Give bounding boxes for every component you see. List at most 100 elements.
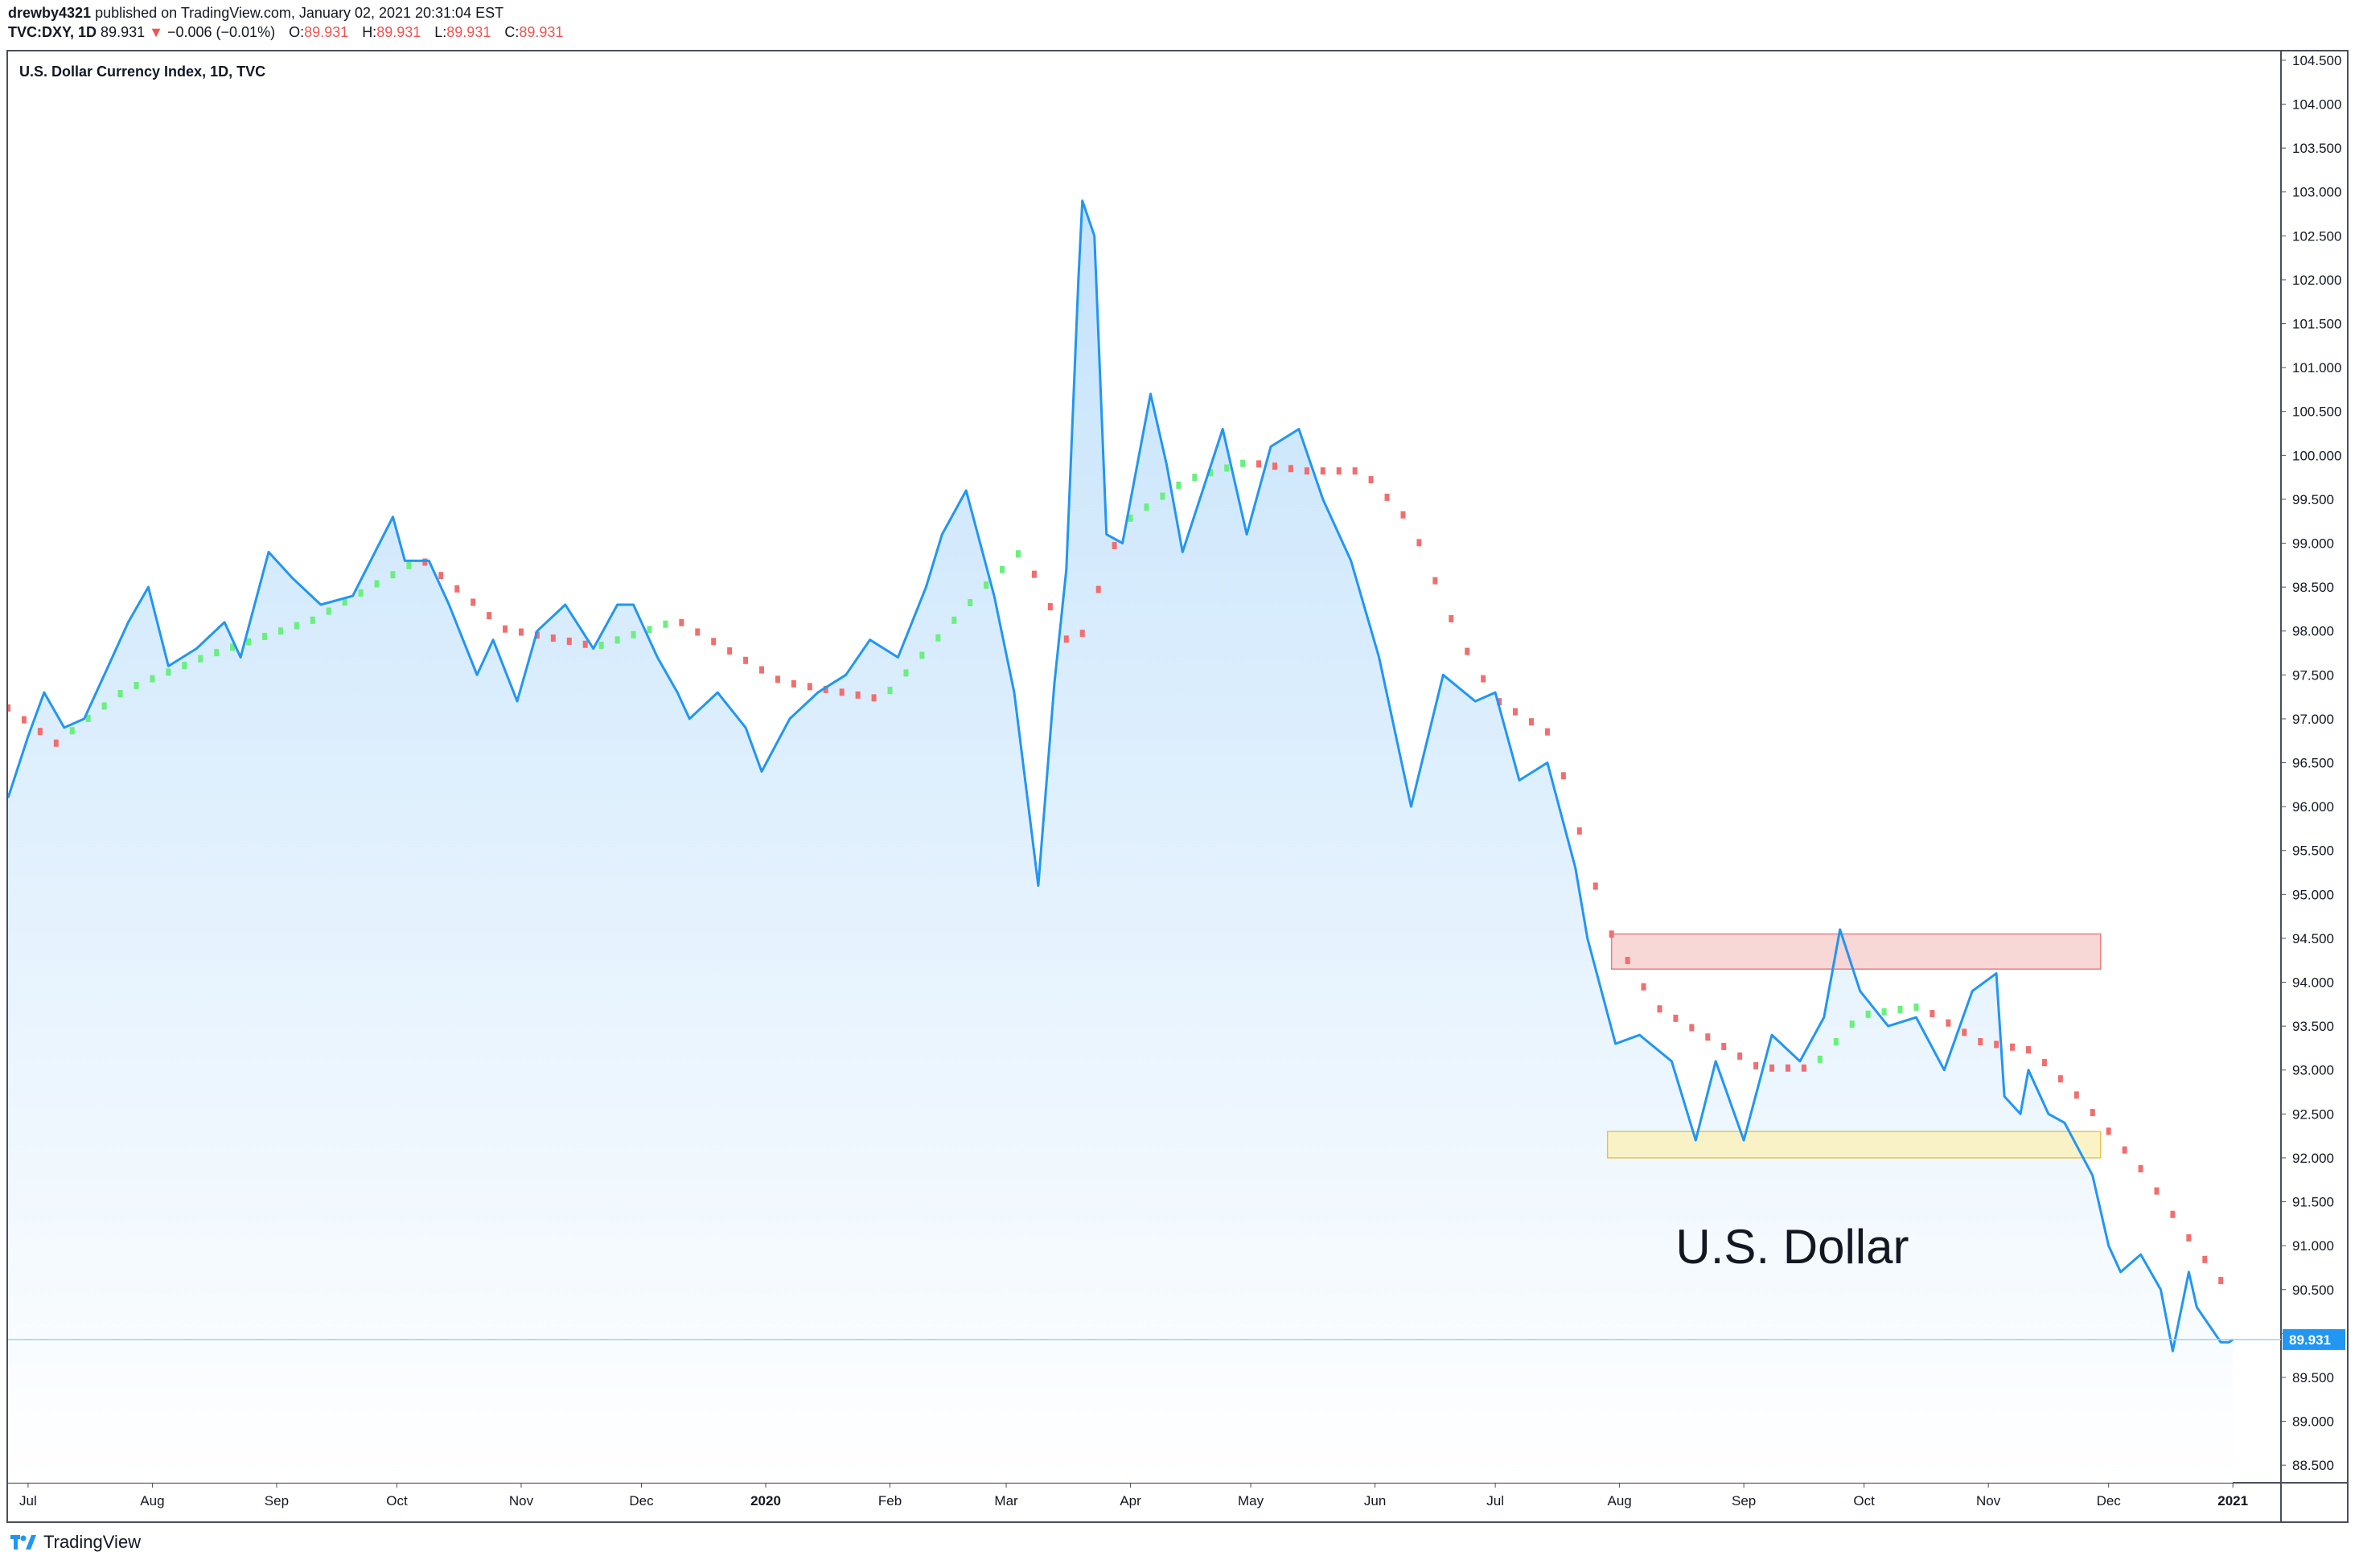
x-tick-label: Oct: [1853, 1493, 1875, 1508]
ma-marker: [1240, 459, 1246, 467]
ma-marker: [69, 727, 75, 735]
author-name[interactable]: drewby4321: [8, 5, 92, 21]
ma-marker: [1063, 635, 1069, 643]
chart-canvas[interactable]: 88.50089.00089.50090.00090.50091.00091.5…: [8, 51, 2347, 1521]
last-price-label: 89.931: [2289, 1332, 2331, 1348]
ma-marker: [310, 616, 315, 624]
y-tick-label: 91.000: [2292, 1238, 2334, 1254]
ma-marker: [342, 598, 347, 606]
chart-title: U.S. Dollar Currency Index, 1D, TVC: [19, 64, 266, 80]
low-label: L:: [434, 24, 447, 40]
ma-marker: [261, 632, 267, 640]
y-tick-label: 96.000: [2292, 799, 2334, 815]
price-area-fill: [8, 200, 2234, 1484]
ma-marker: [406, 561, 412, 569]
ma-marker: [1288, 465, 1293, 473]
x-tick-label: Feb: [878, 1493, 902, 1508]
ma-marker: [503, 625, 508, 633]
ma-marker: [1801, 1064, 1806, 1072]
ma-marker: [2218, 1277, 2224, 1285]
ma-marker: [968, 598, 973, 606]
y-tick-label: 99.000: [2292, 536, 2334, 552]
ma-marker: [134, 681, 139, 689]
ma-marker: [903, 669, 909, 677]
ma-marker: [1962, 1028, 1967, 1036]
change-arrow-icon: ▼: [149, 24, 163, 40]
last-value: 89.931: [101, 24, 146, 40]
ma-marker: [2122, 1146, 2127, 1154]
ma-marker: [984, 581, 989, 589]
x-tick-label: Jul: [19, 1493, 37, 1508]
ma-marker: [1769, 1064, 1775, 1072]
ma-marker: [390, 571, 396, 579]
ma-marker: [1849, 1020, 1855, 1028]
ma-marker: [2041, 1059, 2047, 1067]
ma-marker: [1576, 827, 1582, 835]
ma-marker: [582, 640, 588, 648]
ma-marker: [471, 598, 476, 606]
ma-marker: [1481, 675, 1486, 683]
ma-marker: [1544, 728, 1550, 736]
price-line: [8, 199, 2234, 1353]
ma-marker: [2202, 1255, 2208, 1263]
ma-marker: [1465, 647, 1470, 655]
ma-marker: [855, 691, 861, 699]
ma-marker: [1897, 1005, 1903, 1013]
ma-marker: [2138, 1164, 2143, 1172]
ma-marker: [919, 651, 925, 659]
ma-marker: [1657, 1005, 1662, 1013]
change-value: −0.006 (−0.01%): [166, 24, 276, 40]
ma-marker: [1208, 469, 1214, 477]
chart-panel[interactable]: 88.50089.00089.50090.00090.50091.00091.5…: [6, 50, 2349, 1523]
ma-marker: [1368, 476, 1374, 484]
x-tick-label: Dec: [629, 1493, 654, 1508]
y-tick-label: 90.500: [2292, 1283, 2334, 1298]
ma-marker: [1352, 467, 1358, 475]
ma-marker: [550, 634, 556, 642]
y-tick-label: 95.000: [2292, 887, 2334, 902]
ma-marker: [1689, 1024, 1695, 1032]
resistance-zone: [1610, 933, 2102, 970]
ma-marker: [839, 688, 845, 696]
y-tick-label: 91.500: [2292, 1195, 2334, 1210]
x-tick-label: Jul: [1486, 1493, 1504, 1508]
support-zone: [1606, 1131, 2102, 1159]
ma-marker: [326, 607, 331, 615]
ma-marker: [2057, 1075, 2063, 1083]
ma-marker: [1737, 1052, 1743, 1060]
ma-marker: [2010, 1043, 2016, 1051]
ma-marker: [2154, 1187, 2160, 1195]
ma-marker: [2073, 1091, 2079, 1099]
close-label: C:: [504, 24, 520, 40]
y-tick-label: 98.000: [2292, 624, 2334, 639]
y-tick-label: 89.000: [2292, 1414, 2334, 1430]
high-value: 89.931: [376, 24, 421, 40]
ma-marker: [101, 702, 107, 710]
y-tick-label: 104.500: [2292, 53, 2341, 68]
y-tick-label: 92.500: [2292, 1106, 2334, 1122]
ma-marker: [1560, 772, 1566, 780]
y-tick-label: 100.500: [2292, 404, 2341, 420]
open-value: 89.931: [304, 24, 349, 40]
ma-marker: [1031, 570, 1037, 578]
x-tick-label: Mar: [994, 1493, 1018, 1508]
ma-marker: [2170, 1210, 2176, 1218]
ma-marker: [711, 638, 717, 646]
y-tick-label: 97.500: [2292, 667, 2334, 683]
last-price-badge: [2283, 1328, 2345, 1350]
y-tick-label: 103.500: [2292, 141, 2341, 156]
tradingview-brand[interactable]: TradingView: [10, 1532, 141, 1553]
ma-marker: [663, 620, 668, 628]
y-tick-label: 94.000: [2292, 975, 2334, 991]
ma-marker: [454, 585, 460, 593]
x-tick-label: Nov: [509, 1493, 534, 1508]
publish-info: drewby4321 published on TradingView.com,…: [8, 5, 503, 22]
ma-marker: [1946, 1019, 1951, 1027]
y-tick-label: 93.500: [2292, 1019, 2334, 1034]
y-tick-label: 99.500: [2292, 492, 2334, 507]
ma-marker: [53, 739, 59, 747]
ma-marker: [1994, 1041, 1999, 1049]
brand-label: TradingView: [43, 1532, 142, 1552]
ma-marker: [727, 647, 733, 655]
close-value: 89.931: [519, 24, 564, 40]
